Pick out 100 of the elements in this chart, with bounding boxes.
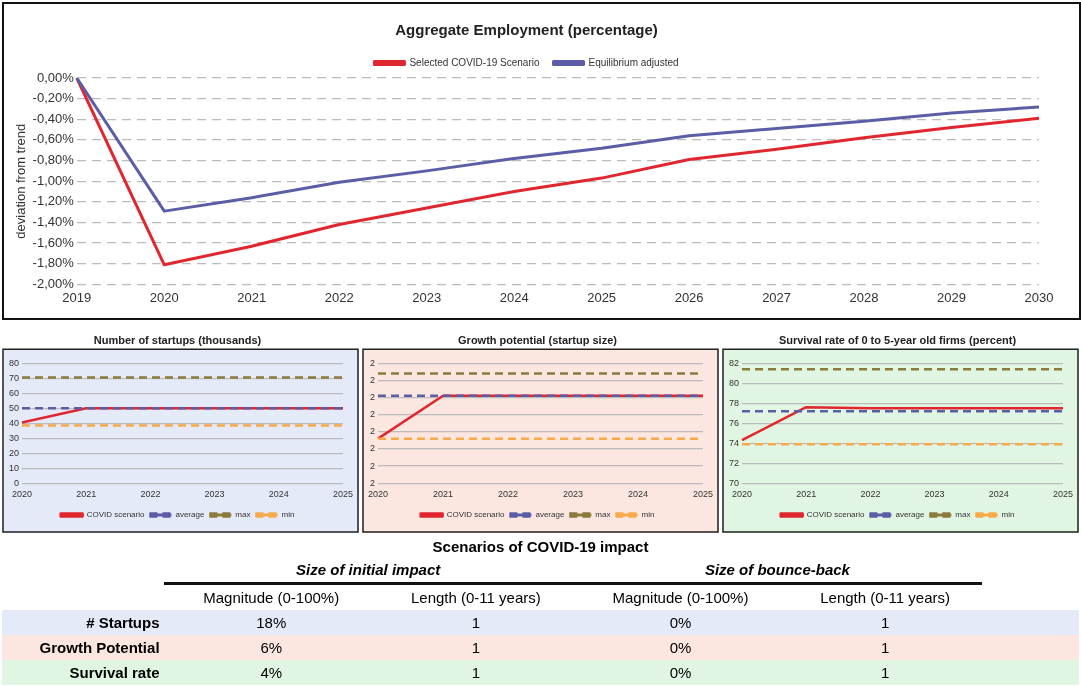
legend-label: max — [955, 510, 971, 520]
chart-title: Survival rate of 0 to 5-year old firms (percent) — [778, 333, 1017, 346]
y-tick-label: 0,00% — [36, 69, 75, 85]
x-tick-label: 2028 — [849, 289, 879, 305]
category-label: Survival rate — [69, 664, 160, 681]
x-tick-label: 2021 — [432, 489, 454, 500]
legend-label: average — [895, 510, 925, 520]
x-tick-label: 2022 — [140, 489, 161, 500]
x-tick-label: 2020 — [368, 489, 389, 500]
y-tick-label: 82 — [729, 357, 740, 368]
chart-title: Aggregate Employment (percentage) — [395, 21, 658, 39]
x-tick-label: 2024 — [499, 289, 529, 305]
y-tick-label: 70 — [729, 477, 740, 488]
category-label: Growth Potential — [39, 639, 160, 656]
category-label: # Startups — [86, 614, 160, 631]
y-tick-label: -2,00% — [32, 275, 75, 291]
legend-label: min — [1001, 510, 1015, 520]
y-tick-label: -0,80% — [32, 152, 75, 168]
text: 0% — [669, 664, 692, 681]
legend-label: min — [641, 510, 655, 520]
x-tick-label: 2022 — [860, 489, 881, 500]
y-tick-label: 76 — [729, 417, 740, 428]
y-tick-label: -1,80% — [32, 255, 75, 271]
x-tick-label: 2019 — [62, 289, 92, 305]
text: 1 — [471, 664, 481, 681]
y-tick-label: 60 — [9, 387, 20, 398]
x-tick-label: 2025 — [587, 289, 617, 305]
y-tick-label: 10 — [9, 462, 20, 473]
y-axis-title: deviation from trend — [13, 123, 29, 239]
legend-label: COVID scenario — [86, 510, 145, 520]
y-tick-label: -0,60% — [32, 131, 75, 147]
chart-title: Growth potential (startup size) — [458, 333, 618, 346]
y-tick-label: 2 — [370, 409, 376, 420]
x-tick-label: 2022 — [324, 289, 354, 305]
x-tick-label: 2025 — [1052, 489, 1073, 500]
x-tick-label: 2021 — [237, 289, 267, 305]
y-tick-label: 80 — [729, 377, 740, 388]
text: Scenarios of COVID-19 impact — [431, 536, 650, 557]
y-tick-label: -1,60% — [32, 234, 75, 250]
x-tick-label: 2020 — [149, 289, 179, 305]
x-tick-label: 2024 — [627, 489, 649, 500]
x-tick-label: 2023 — [412, 289, 442, 305]
y-tick-label: 0 — [14, 477, 20, 488]
text: 18% — [256, 614, 287, 631]
y-tick-label: 70 — [9, 372, 20, 383]
y-tick-label: 50 — [9, 402, 20, 413]
category-label: Magnitude (0-100%) — [611, 588, 750, 608]
y-tick-label: 78 — [729, 397, 740, 408]
x-tick-label: 2022 — [497, 489, 519, 500]
text: 1 — [471, 614, 481, 631]
text: 1 — [880, 639, 890, 656]
category-label: Length (0-11 years) — [819, 588, 951, 608]
x-tick-label: 2020 — [12, 489, 33, 500]
y-tick-label: 2 — [370, 460, 376, 471]
legend-label: average — [535, 510, 565, 520]
x-tick-label: 2023 — [924, 489, 945, 500]
y-tick-label: -0,40% — [32, 110, 75, 126]
legend-label: max — [595, 510, 611, 520]
x-tick-label: 2026 — [674, 289, 704, 305]
y-tick-label: 2 — [370, 443, 376, 454]
y-tick-label: 30 — [9, 432, 20, 443]
y-tick-label: 2 — [370, 477, 376, 488]
y-tick-label: -1,40% — [32, 214, 75, 230]
legend-label: average — [175, 510, 205, 520]
text: 4% — [260, 664, 283, 681]
y-tick-label: 74 — [729, 437, 740, 448]
legend-label: COVID scenario — [806, 510, 865, 520]
x-tick-label: 2020 — [732, 489, 753, 500]
chart-title: Number of startups (thousands) — [93, 333, 262, 346]
x-tick-label: 2025 — [332, 489, 353, 500]
y-tick-label: 40 — [9, 417, 20, 428]
x-tick-label: 2023 — [562, 489, 584, 500]
y-tick-label: 80 — [9, 357, 20, 368]
y-tick-label: 2 — [370, 374, 376, 385]
text: 0% — [669, 639, 692, 656]
x-tick-label: 2024 — [988, 489, 1009, 500]
x-tick-label: 2029 — [937, 289, 966, 305]
y-tick-label: 20 — [9, 447, 20, 458]
text: 1 — [471, 639, 481, 656]
text: 6% — [260, 639, 283, 656]
text: 1 — [880, 664, 890, 681]
y-tick-label: 72 — [729, 457, 740, 468]
y-tick-label: -0,20% — [32, 90, 75, 106]
text: 1 — [880, 614, 890, 631]
legend-label: min — [281, 510, 295, 520]
y-tick-label: 2 — [370, 357, 376, 368]
x-tick-label: 2024 — [268, 489, 289, 500]
text: 0% — [669, 614, 692, 631]
y-tick-label: -1,20% — [32, 193, 75, 209]
text: Size of initial impact — [163, 557, 573, 584]
x-tick-label: 2021 — [76, 489, 97, 500]
y-tick-label: -1,00% — [32, 172, 75, 188]
y-tick-label: 2 — [370, 426, 376, 437]
text: Size of bounce-back — [572, 557, 983, 584]
x-tick-label: 2021 — [796, 489, 817, 500]
x-tick-label: 2023 — [204, 489, 225, 500]
x-tick-label: 2030 — [1024, 289, 1054, 305]
category-label: Length (0-11 years) — [409, 588, 542, 608]
legend-label: Equilibrium adjusted — [588, 56, 679, 68]
legend-label: COVID scenario — [446, 510, 505, 520]
